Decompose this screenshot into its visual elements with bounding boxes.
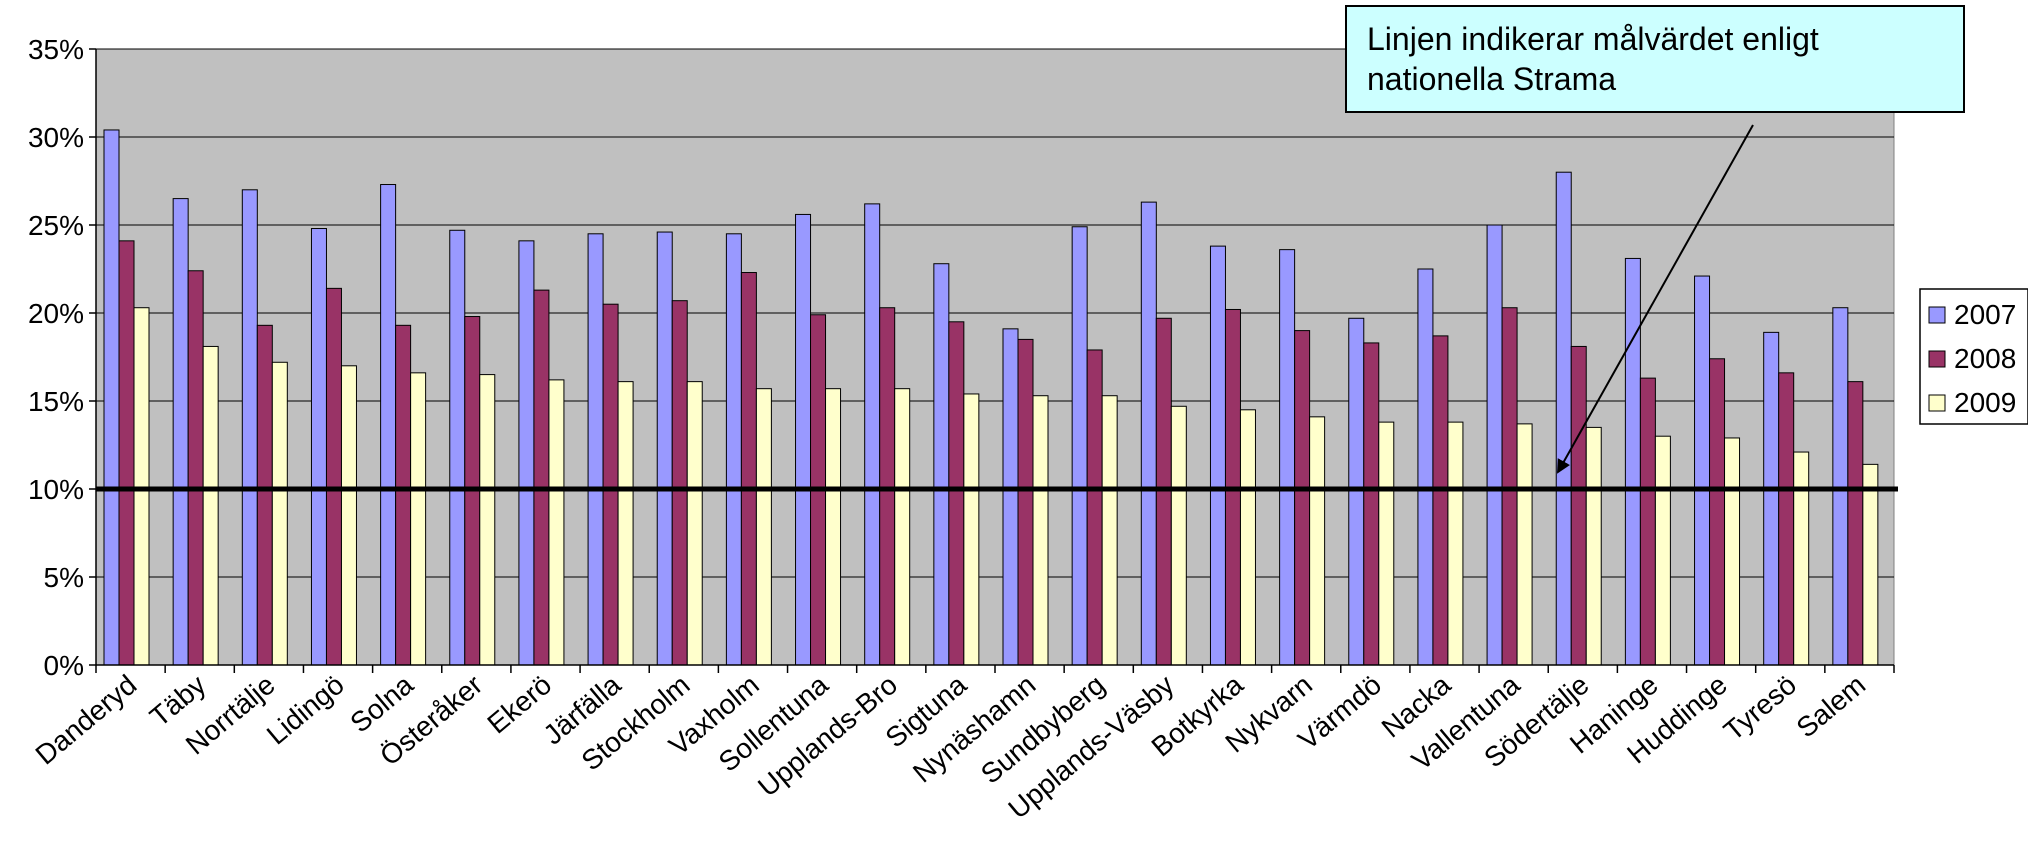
bar-2007 bbox=[1071, 226, 1088, 666]
bar-2007 bbox=[864, 203, 881, 666]
bar-2008 bbox=[118, 240, 135, 666]
y-tick-label: 10% bbox=[28, 474, 84, 505]
bar-2009 bbox=[1447, 421, 1464, 666]
bar-2007 bbox=[449, 229, 466, 666]
bar-2008 bbox=[533, 289, 550, 666]
bar-2007 bbox=[587, 233, 604, 666]
legend-label: 2007 bbox=[1954, 299, 2016, 330]
bar-2008 bbox=[1639, 377, 1656, 666]
bar-2009 bbox=[133, 307, 150, 666]
bar-2008 bbox=[740, 272, 757, 666]
bar-2008 bbox=[1847, 381, 1864, 666]
bar-2008 bbox=[1778, 372, 1795, 666]
bar-2008 bbox=[325, 287, 342, 666]
bar-2009 bbox=[1101, 395, 1118, 666]
bar-2007 bbox=[725, 233, 742, 666]
bar-2007 bbox=[1002, 328, 1019, 666]
bar-2008 bbox=[1501, 307, 1518, 666]
bar-2007 bbox=[656, 231, 673, 666]
x-tick-label: Danderyd bbox=[30, 669, 143, 771]
bar-2007 bbox=[1624, 257, 1641, 666]
bar-2009 bbox=[1654, 435, 1671, 666]
bar-2009 bbox=[410, 372, 427, 666]
bar-2007 bbox=[1694, 275, 1711, 666]
bar-2009 bbox=[1032, 395, 1049, 666]
legend-label: 2009 bbox=[1954, 387, 2016, 418]
y-tick-label: 5% bbox=[44, 562, 84, 593]
bar-2009 bbox=[1170, 405, 1187, 666]
legend-swatch-2007 bbox=[1928, 306, 1946, 324]
bar-2007 bbox=[795, 213, 812, 666]
bar-2007 bbox=[1348, 317, 1365, 666]
bar-2009 bbox=[1516, 423, 1533, 666]
bar-2008 bbox=[948, 321, 965, 666]
bar-2007 bbox=[1140, 201, 1157, 666]
bar-2008 bbox=[602, 303, 619, 666]
bar-2007 bbox=[933, 263, 950, 666]
y-tick-label: 0% bbox=[44, 650, 84, 681]
annotation-arrow bbox=[1557, 124, 1754, 474]
legend-swatch-2008 bbox=[1928, 350, 1946, 368]
bar-2008 bbox=[187, 270, 204, 666]
bar-2008 bbox=[671, 300, 688, 666]
y-tick-label: 35% bbox=[28, 34, 84, 65]
bar-2007 bbox=[518, 240, 535, 666]
bar-2009 bbox=[1862, 463, 1879, 666]
bar-2008 bbox=[1363, 342, 1380, 666]
bar-2008 bbox=[1155, 317, 1172, 666]
bar-2007 bbox=[241, 189, 258, 666]
x-tick-label: Lidingö bbox=[261, 669, 350, 751]
bar-2009 bbox=[1309, 416, 1326, 666]
bar-2007 bbox=[1417, 268, 1434, 666]
x-tick-label: Tyresö bbox=[1718, 669, 1802, 747]
legend: 2007 2008 2009 bbox=[1919, 288, 2028, 425]
bar-2008 bbox=[395, 324, 412, 666]
bar-2007 bbox=[1555, 171, 1572, 666]
y-tick-label: 25% bbox=[28, 210, 84, 241]
bar-2007 bbox=[1763, 331, 1780, 666]
bar-2007 bbox=[1209, 245, 1226, 666]
bar-2007 bbox=[380, 184, 397, 666]
bar-2008 bbox=[1432, 335, 1449, 666]
bar-2009 bbox=[1585, 426, 1602, 666]
legend-label: 2008 bbox=[1954, 343, 2016, 374]
bar-2007 bbox=[103, 129, 120, 666]
bar-2009 bbox=[1724, 437, 1741, 666]
bar-2009 bbox=[617, 381, 634, 666]
bar-2009 bbox=[963, 393, 980, 666]
bar-2009 bbox=[340, 365, 357, 666]
bar-2008 bbox=[1709, 358, 1726, 666]
bar-2009 bbox=[271, 361, 288, 666]
bar-2009 bbox=[548, 379, 565, 666]
bar-2009 bbox=[1239, 409, 1256, 666]
bar-2009 bbox=[894, 388, 911, 666]
bar-2008 bbox=[1086, 349, 1103, 666]
bar-2009 bbox=[686, 381, 703, 666]
bar-2008 bbox=[879, 307, 896, 666]
bar-2007 bbox=[172, 198, 189, 666]
bar-2007 bbox=[1832, 307, 1849, 666]
bar-2008 bbox=[1017, 338, 1034, 666]
bar-2008 bbox=[256, 324, 273, 666]
bar-2009 bbox=[755, 388, 772, 666]
bar-2007 bbox=[310, 228, 327, 666]
bar-2009 bbox=[825, 388, 842, 666]
y-tick-label: 15% bbox=[28, 386, 84, 417]
bar-2007 bbox=[1279, 249, 1296, 666]
x-tick-label: Salem bbox=[1791, 669, 1872, 744]
y-tick-label: 20% bbox=[28, 298, 84, 329]
annotation-callout: Linjen indikerar målvärdet enligt nation… bbox=[1345, 5, 1965, 113]
bar-2009 bbox=[479, 374, 496, 666]
plot-area bbox=[95, 48, 1895, 666]
bar-2007 bbox=[1486, 224, 1503, 666]
bar-2008 bbox=[1570, 345, 1587, 666]
bar-2009 bbox=[1378, 421, 1395, 666]
bar-2008 bbox=[1294, 330, 1311, 666]
bar-2009 bbox=[202, 345, 219, 666]
bar-2009 bbox=[1793, 451, 1810, 666]
y-tick-label: 30% bbox=[28, 122, 84, 153]
legend-swatch-2009 bbox=[1928, 394, 1946, 412]
